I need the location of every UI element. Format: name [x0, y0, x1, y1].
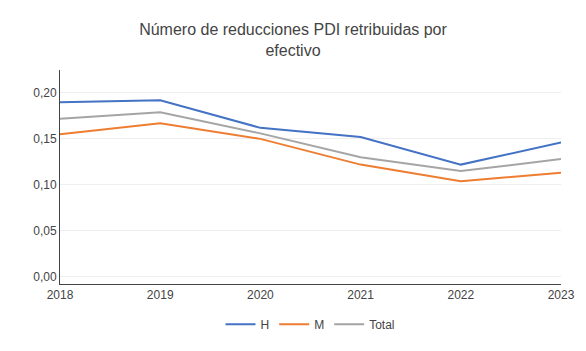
svg-text:2022: 2022: [447, 288, 474, 302]
svg-text:2019: 2019: [147, 288, 174, 302]
svg-text:2023: 2023: [548, 288, 575, 302]
svg-text:2021: 2021: [347, 288, 374, 302]
svg-text:0,05: 0,05: [33, 224, 57, 238]
svg-text:0,00: 0,00: [33, 270, 57, 284]
svg-text:2020: 2020: [247, 288, 274, 302]
svg-text:0,15: 0,15: [33, 132, 57, 146]
svg-text:M: M: [314, 318, 324, 332]
svg-text:0,20: 0,20: [33, 86, 57, 100]
svg-text:0,10: 0,10: [33, 178, 57, 192]
svg-text:2018: 2018: [47, 288, 74, 302]
svg-text:Total: Total: [369, 318, 394, 332]
svg-text:Número de reducciones PDI retr: Número de reducciones PDI retribuidas po…: [139, 21, 447, 59]
svg-text:H: H: [261, 318, 270, 332]
